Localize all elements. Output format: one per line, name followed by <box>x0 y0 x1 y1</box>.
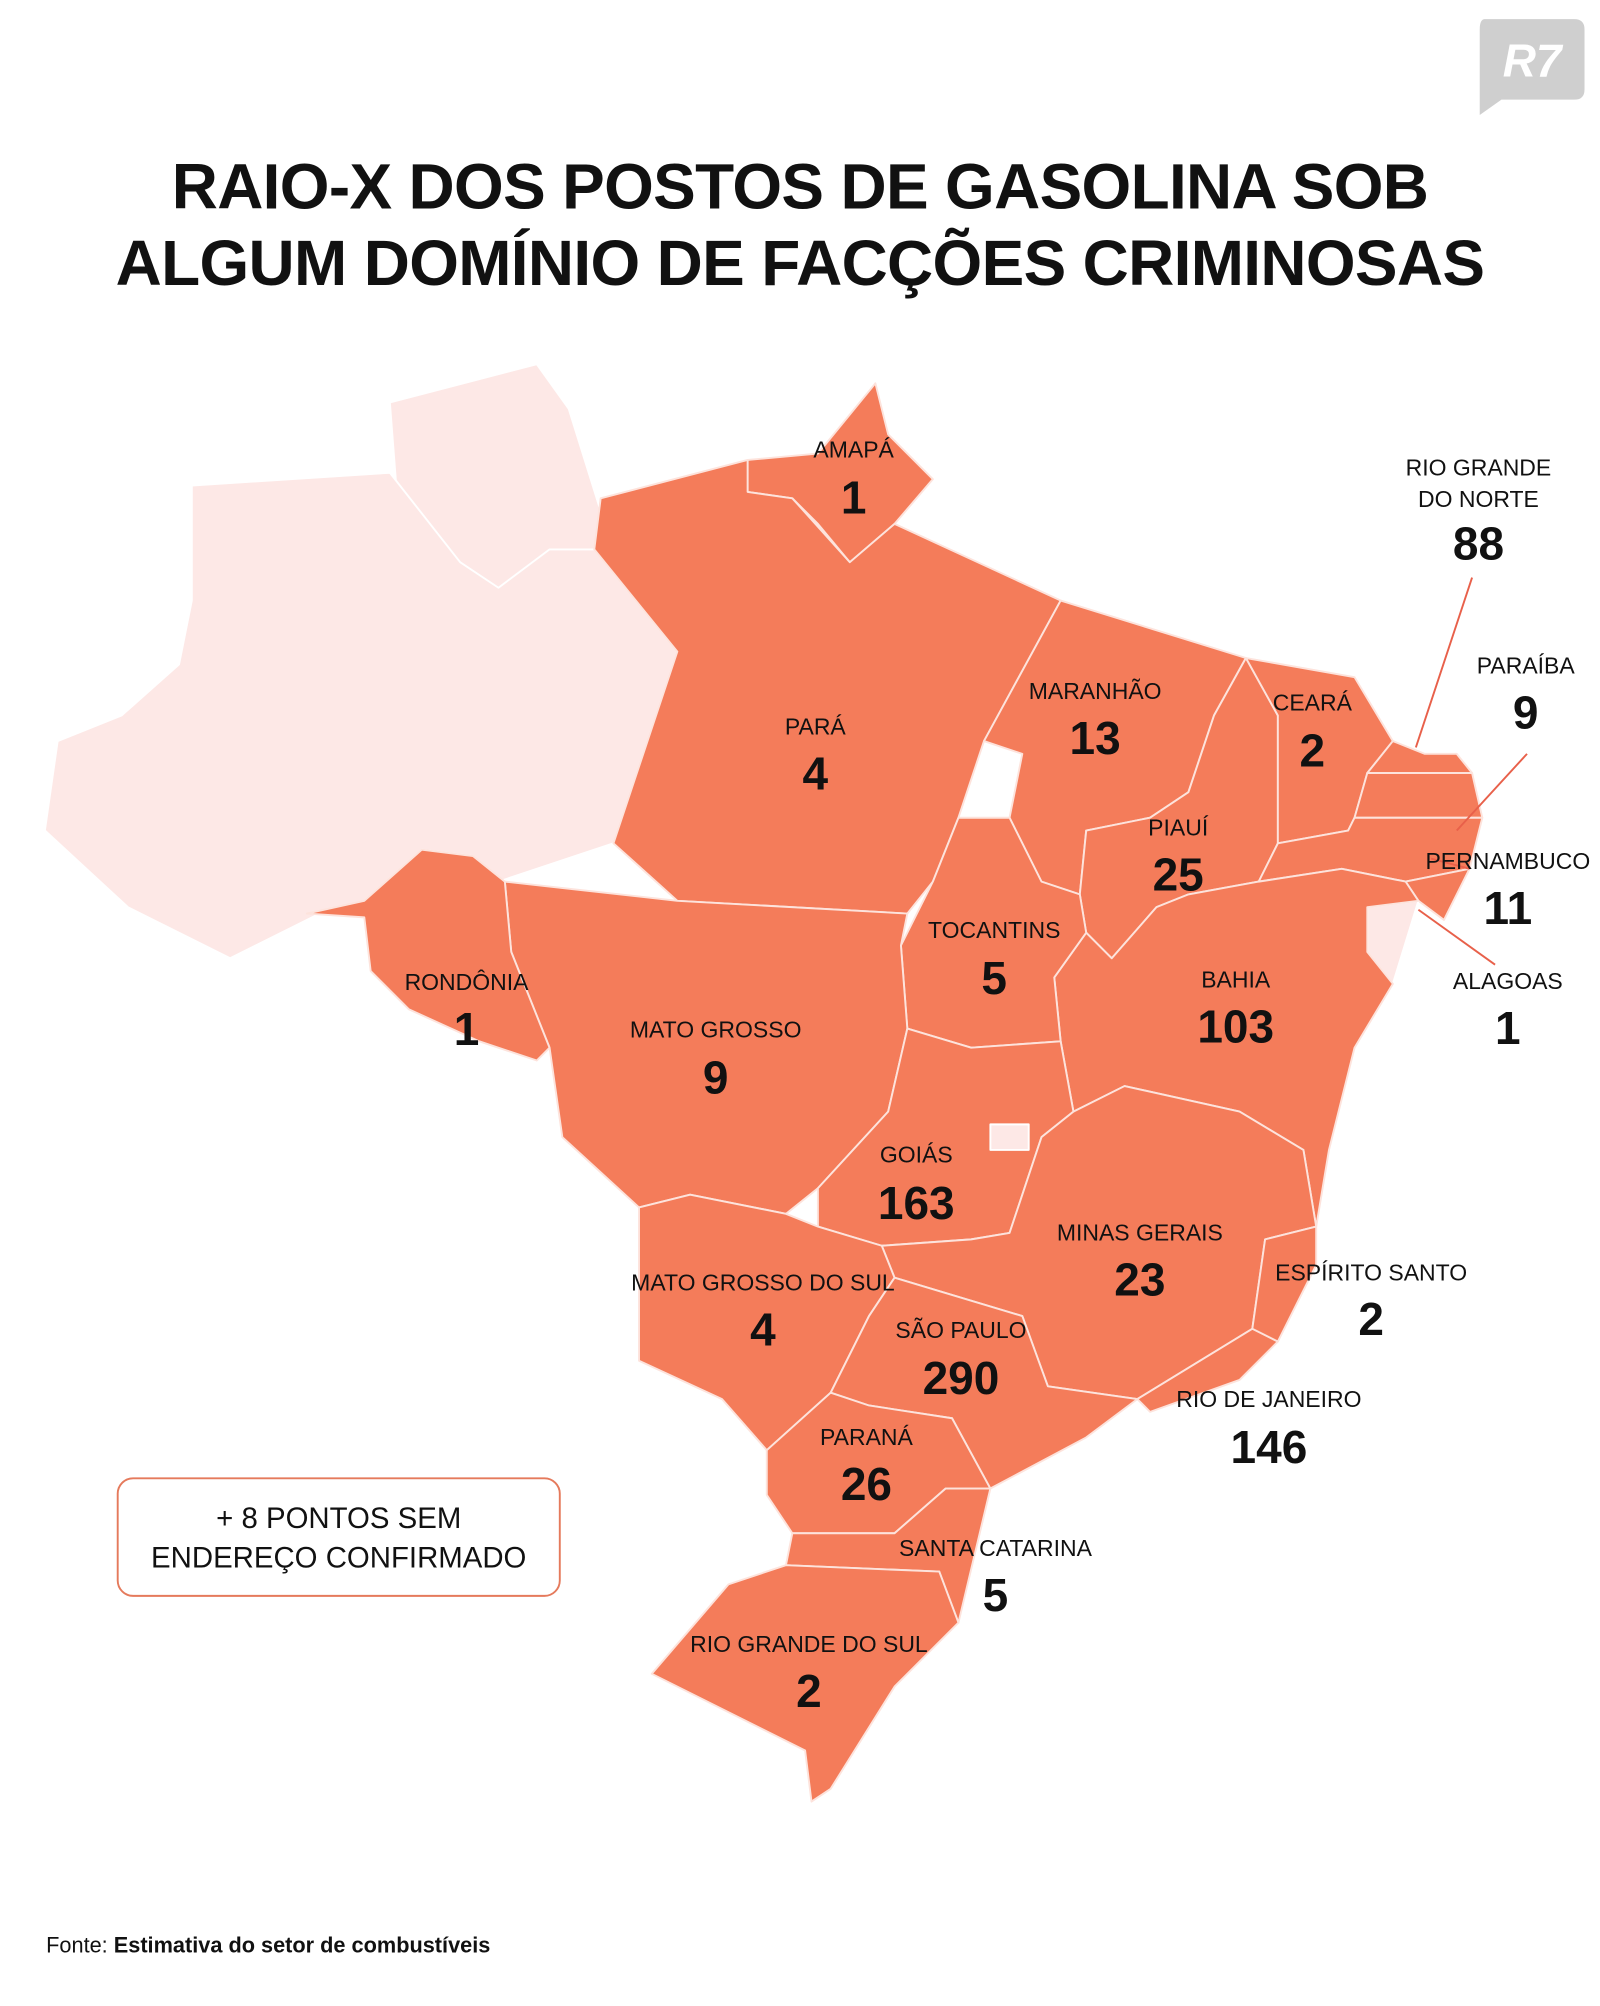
logo: R7 <box>1479 19 1585 115</box>
state-shape <box>650 1564 960 1803</box>
leader-line <box>1456 753 1528 832</box>
state-name: RIO GRANDE <box>1406 454 1552 480</box>
state-value: 1 <box>1495 1002 1521 1054</box>
state-name: SÃO PAULO <box>895 1317 1026 1343</box>
leader-line <box>1417 908 1496 966</box>
state-value: 5 <box>981 952 1007 1004</box>
state-value: 2 <box>1300 725 1326 777</box>
state-labels: AMAPÁ 1 PARÁ 4 MARANHÃO 13 CEARÁ 2 RIO GRANDE DO … <box>405 436 1591 1717</box>
state-name: PARANÁ <box>820 1424 913 1450</box>
state-name: MINAS GERAIS <box>1057 1220 1223 1246</box>
state-value: 1 <box>841 472 867 524</box>
state-value: 163 <box>878 1177 955 1229</box>
title-line: RAIO-X DOS POSTOS DE GASOLINA SOB <box>172 150 1429 222</box>
state-value: 88 <box>1453 518 1504 570</box>
source-label: Fonte: <box>46 1932 108 1957</box>
state-name: AMAPÁ <box>813 436 894 462</box>
leader-line <box>1414 577 1473 748</box>
state-name: RONDÔNIA <box>405 968 530 995</box>
source-text: Estimativa do setor de combustíveis <box>114 1932 491 1957</box>
state-name: PERNAMBUCO <box>1425 848 1590 874</box>
state-value: 146 <box>1231 1421 1308 1473</box>
leader-line <box>1430 857 1470 870</box>
state-value: 25 <box>1153 849 1204 901</box>
state-name: TOCANTINS <box>928 917 1060 943</box>
state-value: 2 <box>796 1665 822 1717</box>
state-value: 26 <box>841 1458 892 1510</box>
state-name: MARANHÃO <box>1029 678 1162 704</box>
state-shape <box>593 459 1062 915</box>
logo-text: R7 <box>1503 35 1564 87</box>
state-name: RIO DE JANEIRO <box>1176 1386 1361 1412</box>
state-value: 13 <box>1070 712 1121 764</box>
state-name: CEARÁ <box>1273 689 1353 715</box>
source: Fonte: Estimativa do setor de combustíve… <box>46 1932 490 1957</box>
state-value: 2 <box>1358 1293 1384 1345</box>
state-name: MATO GROSSO DO SUL <box>631 1269 895 1295</box>
note-box <box>116 1477 561 1597</box>
state-name: PARAÍBA <box>1477 652 1576 678</box>
title-line: ALGUM DOMÍNIO DE FACÇÕES CRIMINOSAS <box>116 227 1485 299</box>
state-value: 5 <box>983 1569 1009 1621</box>
state-value: 1 <box>454 1003 480 1055</box>
state-name: DO NORTE <box>1418 486 1539 512</box>
state-name: RIO GRANDE DO SUL <box>690 1631 928 1657</box>
state-shape <box>503 880 909 1215</box>
state-name: MATO GROSSO <box>630 1016 802 1042</box>
state-value: 23 <box>1114 1254 1165 1306</box>
state-value: 4 <box>803 748 829 800</box>
note-line: + 8 PONTOS SEM <box>216 1502 461 1535</box>
map <box>43 363 1528 1803</box>
state-name: BAHIA <box>1201 967 1271 993</box>
state-value: 11 <box>1484 882 1533 934</box>
state-name: ALAGOAS <box>1453 968 1563 994</box>
state-name: PIAUÍ <box>1148 815 1209 841</box>
state-shape <box>1366 740 1474 774</box>
state-value: 4 <box>750 1303 776 1355</box>
state-name: PARÁ <box>785 714 847 740</box>
state-value: 103 <box>1197 1001 1274 1053</box>
state-name: SANTA CATARINA <box>899 1535 1093 1561</box>
state-value: 9 <box>1513 686 1539 738</box>
state-shape <box>989 1123 1030 1151</box>
note-line: ENDEREÇO CONFIRMADO <box>151 1542 526 1575</box>
state-shape <box>899 816 1088 1049</box>
state-shape <box>305 848 551 1062</box>
state-shape <box>1136 1327 1279 1413</box>
state-name: GOIÁS <box>880 1142 953 1168</box>
state-shape <box>1353 772 1484 819</box>
state-value: 290 <box>923 1352 1000 1404</box>
state-name: ESPÍRITO SANTO <box>1275 1259 1467 1285</box>
state-value: 9 <box>703 1052 729 1104</box>
